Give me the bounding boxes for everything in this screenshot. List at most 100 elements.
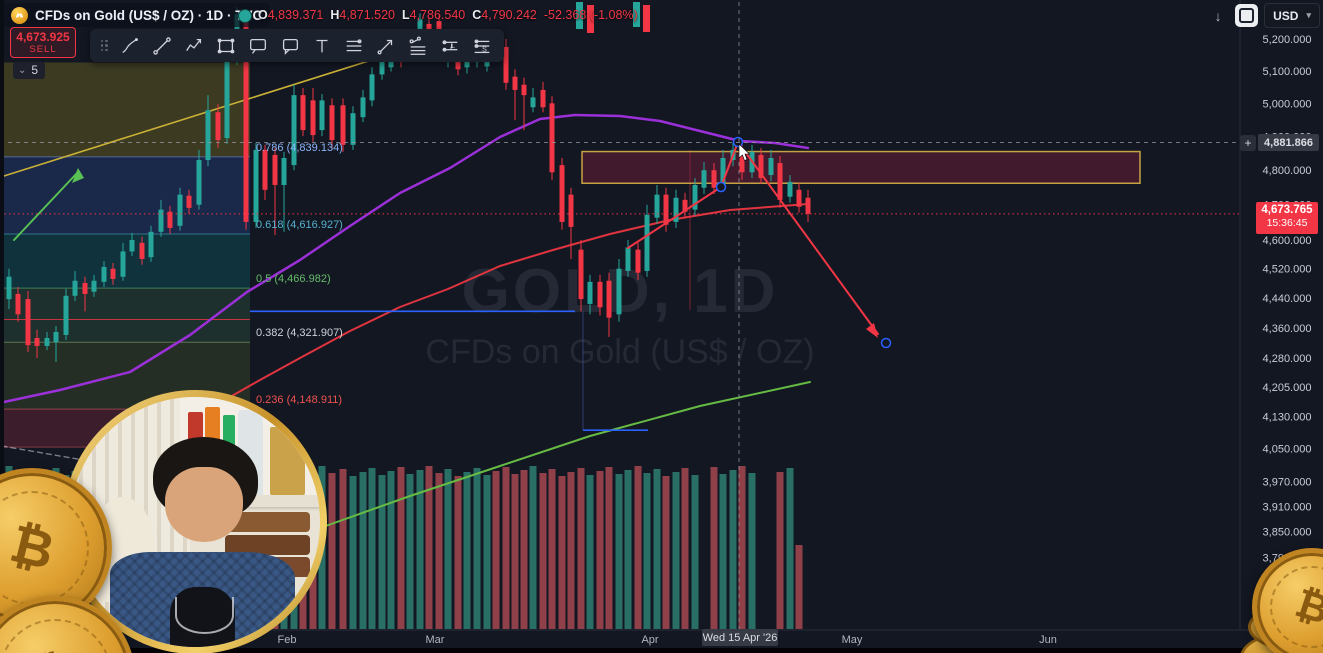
volume-bar [339,469,347,629]
short-position-tool-icon[interactable]: S [468,32,495,59]
volume-bar [511,474,519,629]
candle [158,209,164,232]
volume-bar [681,468,689,629]
projection-line [627,141,879,335]
arrow-marker-tool-icon[interactable] [372,32,399,59]
volume-bar [397,467,405,629]
volume-bar [444,469,452,629]
low-label: L [401,8,410,22]
symbol-title: CFDs on Gold (US$ / OZ) · 1D · TVC [35,7,263,23]
candle [101,266,107,282]
currency-value: USD [1273,8,1299,23]
candle [654,194,660,218]
candle [360,97,366,118]
svg-text:L: L [450,40,454,49]
path-tool-icon[interactable] [404,32,431,59]
volume-bar [359,472,367,629]
time-tick-label: May [842,634,863,646]
comment-tool-icon[interactable] [276,32,303,59]
candle [711,170,717,188]
mouse-cursor [738,143,751,161]
person-necklace [175,597,234,634]
parallel-levels-tool-icon[interactable] [340,32,367,59]
candle [805,197,811,214]
price-tick-label: 4,440.000 [1263,293,1312,305]
market-status-dot[interactable] [238,9,252,23]
drawing-anchor-point[interactable] [732,136,744,148]
candle [53,331,59,343]
top-right-controls: ↓ USD ▾ [1207,3,1320,28]
stacked-book [220,512,310,532]
candle [369,74,375,101]
low-value: 4,786.540 [409,8,466,22]
candle [196,160,202,205]
volume-bar [529,466,537,629]
price-scale[interactable] [1240,0,1323,653]
chevron-down-icon: ⌄ [18,64,27,76]
open-value: 4,839.371 [267,8,324,22]
drawing-anchor-point[interactable] [880,337,892,349]
price-tick-label: 3,970.000 [1263,476,1312,488]
snapshot-button[interactable] [1235,4,1259,27]
candle [167,211,173,228]
volume-bar [710,467,718,629]
webcam-video [70,397,320,647]
supply-zone-rect[interactable] [581,150,1141,185]
candle [597,281,603,308]
candle [758,154,764,179]
stacked-book [225,534,310,555]
crosshair-price-badge: 4,881.866 [1258,134,1319,151]
volume-bar [567,472,575,629]
candle [25,299,31,346]
long-position-tool-icon[interactable]: L [436,32,463,59]
time-tick-label: Mar [426,634,445,646]
currency-dropdown[interactable]: USD ▾ [1264,3,1320,28]
volume-bar [454,476,462,629]
candle [512,76,518,90]
rectangle-tool-icon[interactable] [212,32,239,59]
candle [701,170,707,188]
volume-bar [387,471,395,629]
polyline-arrow-tool-icon[interactable] [180,32,207,59]
candle [319,100,325,131]
bar-countdown: 15:36:45 [1266,217,1308,229]
candle [186,195,192,208]
sell-button[interactable]: 4,673.925 SELL [10,27,76,58]
volume-bar [662,476,670,629]
drawing-anchor-point[interactable] [715,181,727,193]
symbol-chip[interactable]: CFDs on Gold (US$ / OZ) · 1D · TVC [3,3,271,27]
time-scale[interactable] [0,630,1323,648]
close-value: 4,790.242 [481,8,537,22]
volume-bar [378,475,386,629]
indicators-count: 5 [31,63,39,77]
time-tick-label: Jun [1039,634,1057,646]
volume-bar [624,470,632,629]
candle [177,194,183,226]
fib-band [4,156,250,234]
trend-line-tool-icon[interactable] [148,32,175,59]
candle [82,282,88,294]
purple-ma-line [2,113,810,404]
price-tick-label: 4,360.000 [1263,323,1312,335]
brush-tool-icon[interactable] [116,32,143,59]
price-tick-label: 3,850.000 [1263,527,1312,539]
volume-bar [691,475,699,629]
callout-tool-icon[interactable] [244,32,271,59]
candle [63,295,69,335]
green-arrow-line [13,171,79,241]
toolbar-drag-handle-icon[interactable] [99,35,109,57]
indicators-collapse-badge[interactable]: ⌄ 5 [13,62,46,79]
candle [34,337,40,346]
bitcoin-glyph: ₿ [1289,580,1323,633]
volume-bar [748,473,756,629]
volume-bar [416,470,424,629]
volume-bar [596,471,604,629]
add-alert-plus-icon[interactable]: + [1240,135,1256,151]
person-face [165,467,243,542]
candle [635,249,641,273]
volume-bar [719,474,727,629]
drawing-toolbar: L S [90,29,504,62]
price-tick-label: 3,910.000 [1263,501,1312,513]
download-icon[interactable]: ↓ [1207,4,1230,27]
text-tool-icon[interactable] [308,32,335,59]
